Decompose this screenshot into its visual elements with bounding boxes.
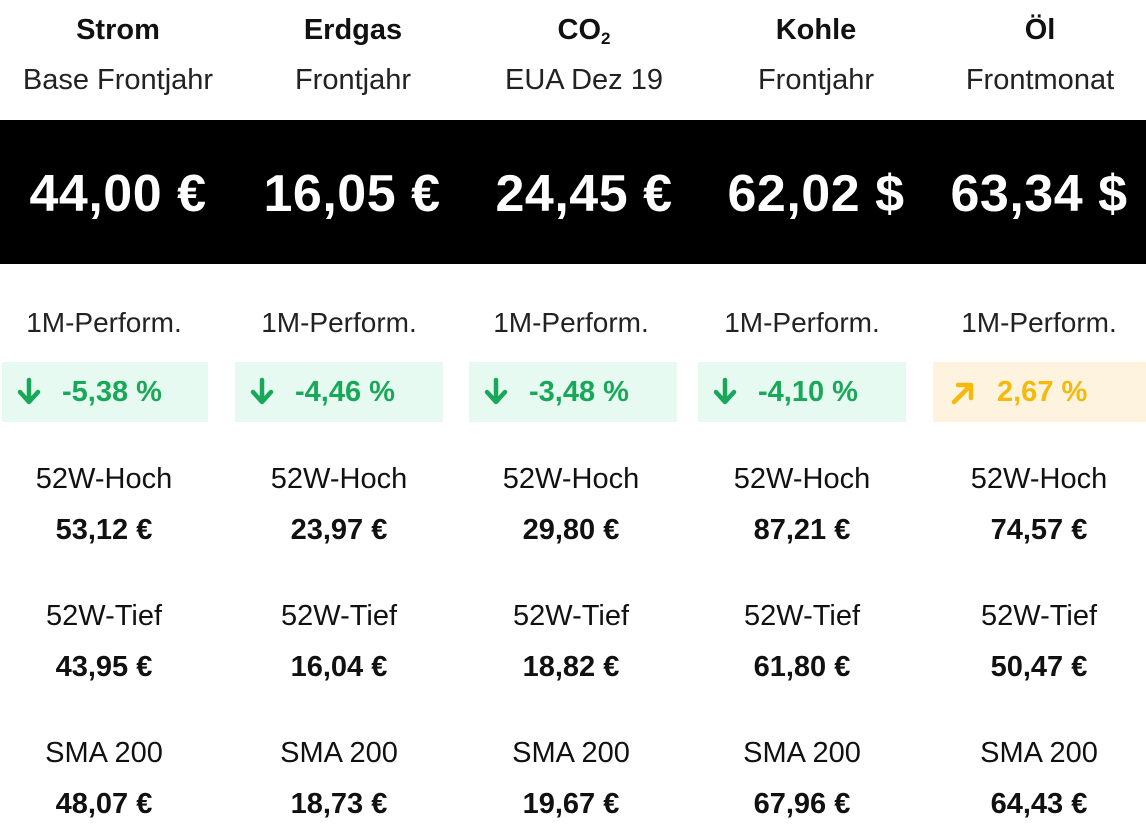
low-label-co2: 52W-Tief	[512, 600, 630, 632]
low-value-oel: 50,47 €	[990, 651, 1088, 683]
sma-label-co2: SMA 200	[512, 737, 630, 769]
arrow-down-icon	[17, 377, 41, 405]
price-band	[0, 120, 1146, 264]
price-erdgas: 16,05 €	[263, 165, 441, 223]
arrow-down-icon	[250, 377, 274, 405]
price-strom: 44,00 €	[29, 165, 207, 223]
arrow-down-icon	[484, 377, 508, 405]
price-oel: 63,34 $	[950, 165, 1128, 223]
perf-value-strom: -5,38 %	[62, 375, 162, 408]
sma-label-erdgas: SMA 200	[280, 737, 398, 769]
low-value-erdgas: 16,04 €	[290, 651, 388, 683]
high-label-co2: 52W-Hoch	[502, 463, 640, 495]
commodity-name-co2: CO2	[557, 14, 611, 48]
price-kohle: 62,02 $	[727, 165, 905, 223]
commodity-name-erdgas: Erdgas	[303, 14, 403, 46]
sma-label-oel: SMA 200	[980, 737, 1098, 769]
high-label-kohle: 52W-Hoch	[733, 463, 871, 495]
low-value-co2: 18,82 €	[522, 651, 620, 683]
low-label-strom: 52W-Tief	[45, 600, 163, 632]
arrow-down-icon	[713, 377, 737, 405]
high-value-erdgas: 23,97 €	[290, 514, 388, 546]
high-label-erdgas: 52W-Hoch	[270, 463, 408, 495]
subtitle-oel: Frontmonat	[965, 64, 1115, 96]
sma-value-kohle: 67,96 €	[753, 788, 851, 820]
perf-label-co2: 1M-Perform.	[493, 307, 649, 338]
sma-label-kohle: SMA 200	[743, 737, 861, 769]
perf-badge-strom: -5,38 %	[2, 362, 208, 422]
high-label-strom: 52W-Hoch	[35, 463, 173, 495]
perf-label-oel: 1M-Perform.	[961, 307, 1117, 338]
perf-badge-co2: -3,48 %	[469, 362, 677, 422]
perf-label-erdgas: 1M-Perform.	[261, 307, 417, 338]
high-label-oel: 52W-Hoch	[970, 463, 1108, 495]
subtitle-erdgas: Frontjahr	[294, 64, 412, 96]
commodity-name-oel: Öl	[1024, 14, 1056, 46]
low-label-kohle: 52W-Tief	[743, 600, 861, 632]
sma-label-strom: SMA 200	[45, 737, 163, 769]
sma-value-co2: 19,67 €	[522, 788, 620, 820]
perf-badge-erdgas: -4,46 %	[235, 362, 443, 422]
perf-label-kohle: 1M-Perform.	[724, 307, 880, 338]
perf-value-kohle: -4,10 %	[758, 375, 858, 408]
sma-value-oel: 64,43 €	[990, 788, 1088, 820]
subtitle-co2: EUA Dez 19	[505, 64, 663, 96]
commodity-name-kohle: Kohle	[775, 14, 857, 46]
high-value-kohle: 87,21 €	[753, 514, 851, 546]
low-label-oel: 52W-Tief	[980, 600, 1098, 632]
perf-value-erdgas: -4,46 %	[295, 375, 395, 408]
high-value-strom: 53,12 €	[55, 514, 153, 546]
perf-value-oel: 2,67 %	[997, 375, 1088, 408]
low-value-strom: 43,95 €	[55, 651, 153, 683]
subscript-two: 2	[601, 29, 611, 48]
subtitle-kohle: Frontjahr	[757, 64, 875, 96]
low-label-erdgas: 52W-Tief	[280, 600, 398, 632]
perf-label-strom: 1M-Perform.	[26, 307, 182, 338]
price-co2: 24,45 €	[495, 165, 673, 223]
subtitle-strom: Base Frontjahr	[22, 64, 214, 96]
sma-value-strom: 48,07 €	[55, 788, 153, 820]
sma-value-erdgas: 18,73 €	[290, 788, 388, 820]
high-value-oel: 74,57 €	[990, 514, 1088, 546]
perf-value-co2: -3,48 %	[529, 375, 629, 408]
perf-badge-oel: 2,67 %	[933, 362, 1146, 422]
commodity-name-strom: Strom	[76, 14, 160, 46]
low-value-kohle: 61,80 €	[753, 651, 851, 683]
high-value-co2: 29,80 €	[522, 514, 620, 546]
arrow-up-right-icon	[951, 382, 974, 405]
perf-badge-kohle: -4,10 %	[698, 362, 906, 422]
